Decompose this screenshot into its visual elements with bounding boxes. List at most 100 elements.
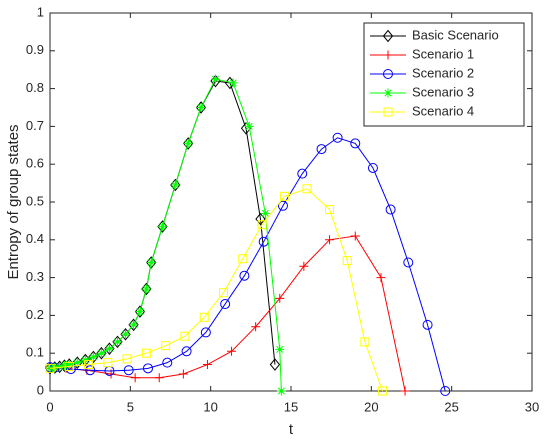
marker <box>257 220 267 230</box>
marker <box>161 341 171 351</box>
marker <box>49 361 60 374</box>
marker <box>84 360 94 370</box>
marker <box>141 348 151 358</box>
marker <box>269 358 281 371</box>
marker <box>385 204 396 215</box>
marker <box>88 352 98 362</box>
x-tick-label: 0 <box>46 399 53 414</box>
marker <box>302 184 312 194</box>
y-tick-label: 0.4 <box>26 231 44 246</box>
marker <box>112 337 122 347</box>
marker <box>55 362 65 372</box>
marker <box>202 360 212 370</box>
y-tick-label: 0.5 <box>26 193 44 208</box>
marker <box>64 360 74 370</box>
marker <box>121 329 131 339</box>
marker <box>367 162 378 173</box>
y-tick-label: 0.2 <box>26 307 44 322</box>
marker <box>72 358 82 368</box>
marker <box>72 356 83 369</box>
marker <box>360 337 370 347</box>
marker <box>280 191 290 201</box>
marker <box>178 369 188 379</box>
legend-label: Basic Scenario <box>412 27 499 42</box>
marker <box>332 132 343 143</box>
marker <box>350 138 361 149</box>
y-tick-label: 0.6 <box>26 156 44 171</box>
legend-label: Scenario 2 <box>412 65 474 80</box>
marker <box>350 231 360 241</box>
series-line <box>49 137 446 392</box>
marker <box>255 212 266 226</box>
marker <box>141 284 151 294</box>
marker <box>378 386 388 396</box>
y-axis-label: Entropy of group states <box>5 124 22 279</box>
marker <box>383 50 393 60</box>
marker <box>195 101 207 114</box>
y-tick-label: 0.7 <box>26 118 44 133</box>
marker <box>162 357 173 368</box>
marker <box>277 200 288 211</box>
x-tick-label: 25 <box>444 399 458 414</box>
legend-label: Scenario 4 <box>412 103 474 118</box>
x-tick-label: 20 <box>364 399 378 414</box>
marker <box>382 29 394 43</box>
marker <box>196 103 206 112</box>
marker <box>227 346 237 356</box>
marker <box>130 373 140 383</box>
marker <box>199 312 209 322</box>
marker <box>45 363 55 373</box>
marker <box>219 288 229 298</box>
marker <box>80 355 90 365</box>
marker <box>103 358 113 368</box>
marker <box>112 335 123 349</box>
marker <box>403 257 414 268</box>
y-tick-label: 0.8 <box>26 80 44 95</box>
plot-frame <box>49 12 533 392</box>
marker <box>123 365 134 376</box>
x-tick-label: 10 <box>203 399 217 414</box>
marker <box>54 360 65 374</box>
marker <box>297 168 308 179</box>
marker <box>342 256 352 266</box>
marker <box>251 322 261 332</box>
legend-label: Scenario 1 <box>412 46 474 61</box>
marker <box>59 361 69 371</box>
marker <box>146 257 156 267</box>
marker <box>325 235 335 245</box>
marker <box>440 386 451 396</box>
marker <box>170 178 181 192</box>
marker <box>316 144 327 155</box>
marker <box>275 344 285 354</box>
marker <box>180 331 190 341</box>
marker <box>44 362 56 375</box>
marker <box>325 205 335 215</box>
marker <box>383 107 393 117</box>
marker <box>183 138 193 148</box>
marker <box>134 305 146 318</box>
marker <box>383 69 393 79</box>
x-tick-label: 15 <box>284 399 298 414</box>
marker <box>183 137 194 150</box>
marker <box>276 386 286 396</box>
marker <box>154 373 164 383</box>
legend-label: Scenario 3 <box>412 84 474 99</box>
y-tick-label: 0.1 <box>26 345 44 360</box>
x-axis-label: t <box>289 421 294 438</box>
marker <box>275 293 285 303</box>
y-tick-label: 1 <box>37 4 44 19</box>
marker <box>220 299 231 310</box>
marker <box>135 307 145 317</box>
marker <box>200 327 211 338</box>
marker <box>299 261 309 271</box>
marker <box>157 222 167 232</box>
marker <box>128 318 139 332</box>
x-tick-label: 5 <box>127 399 134 414</box>
marker <box>146 256 157 269</box>
y-tick-label: 0.3 <box>26 269 44 284</box>
marker <box>239 270 250 281</box>
marker <box>141 282 152 296</box>
marker <box>104 344 114 354</box>
